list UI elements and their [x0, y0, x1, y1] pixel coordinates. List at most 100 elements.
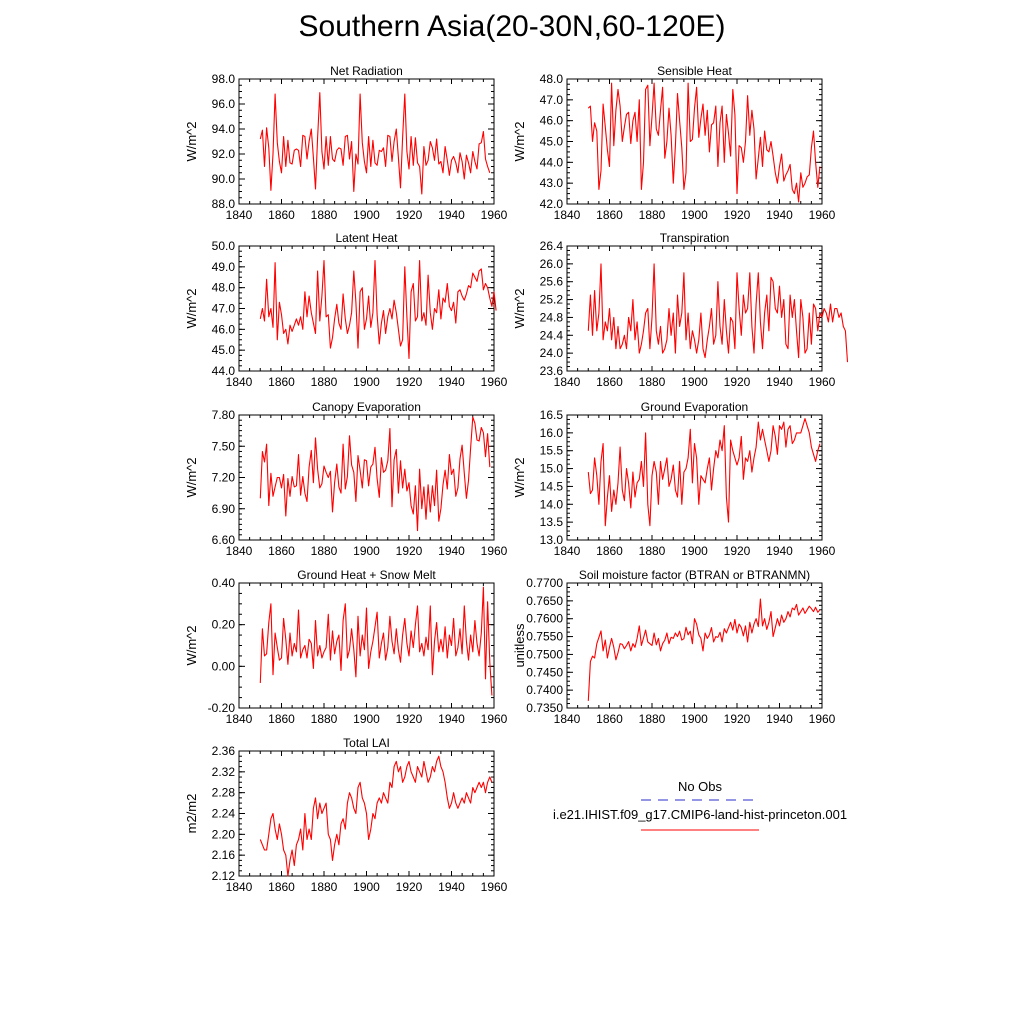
- x-tick-label: 1940: [438, 375, 465, 389]
- x-tick-label: 1960: [481, 375, 508, 389]
- y-tick-label: 96.0: [212, 97, 236, 111]
- series-line: [259, 755, 493, 877]
- x-tick-label: 1920: [396, 375, 423, 389]
- y-tick-label: 14.5: [540, 479, 564, 493]
- panel-5: Canopy Evaporation 1840 1860 1880 1900 1920 19…: [184, 400, 508, 558]
- series-line: [587, 418, 821, 527]
- x-tick-label: 1920: [724, 208, 751, 222]
- x-tick-label: 1920: [396, 544, 423, 558]
- y-tick-label: 0.7450: [526, 665, 563, 679]
- y-tick-label: 2.28: [212, 786, 236, 800]
- y-tick-label: 46.0: [212, 322, 236, 336]
- x-tick-label: 1860: [268, 375, 295, 389]
- y-tick-label: 44.0: [540, 155, 564, 169]
- x-tick-label: 1960: [481, 712, 508, 726]
- panel-title: Ground Heat + Snow Melt: [297, 568, 436, 582]
- y-tick-label: 48.0: [212, 281, 236, 295]
- y-tick-label: 2.32: [212, 765, 236, 779]
- x-tick-label: 1940: [766, 208, 793, 222]
- y-tick-label: 45.0: [540, 135, 564, 149]
- y-tick-label: 44.0: [212, 364, 236, 378]
- y-tick-label: 25.6: [540, 275, 564, 289]
- y-axis-label: W/m^2: [184, 288, 199, 328]
- panel-title: Sensible Heat: [657, 64, 732, 78]
- y-tick-label: 0.7600: [526, 612, 563, 626]
- y-tick-label: 14.0: [540, 497, 564, 511]
- x-tick-label: 1840: [226, 208, 253, 222]
- series-line: [259, 92, 491, 195]
- y-tick-label: 7.80: [212, 408, 236, 422]
- panel-7: Ground Heat + Snow Melt 1840 1860 1880 1900 1…: [184, 568, 508, 726]
- x-tick-label: 1900: [353, 880, 380, 894]
- y-tick-label: 0.7650: [526, 594, 563, 608]
- panel-9: Total LAI 1840 1860 1880 1900 1920 1940 1960 2.1…: [184, 736, 508, 894]
- y-axis-label: W/m^2: [184, 625, 199, 665]
- y-tick-label: 94.0: [212, 122, 236, 136]
- x-tick-label: 1860: [268, 544, 295, 558]
- legend-obs-label: No Obs: [677, 779, 723, 794]
- y-tick-label: 25.2: [540, 293, 564, 307]
- x-tick-label: 1880: [639, 544, 666, 558]
- x-tick-label: 1880: [639, 712, 666, 726]
- y-tick-label: 24.0: [540, 346, 564, 360]
- y-tick-label: 26.0: [540, 257, 564, 271]
- x-tick-label: 1900: [353, 544, 380, 558]
- plot-frame: [566, 78, 823, 205]
- x-tick-label: 1880: [311, 208, 338, 222]
- y-tick-label: 6.90: [212, 502, 236, 516]
- x-tick-label: 1920: [396, 880, 423, 894]
- y-tick-label: 0.00: [212, 659, 236, 673]
- x-tick-label: 1880: [311, 880, 338, 894]
- y-tick-label: 0.7400: [526, 683, 563, 697]
- y-tick-label: 0.7550: [526, 630, 563, 644]
- x-tick-label: 1900: [353, 208, 380, 222]
- y-tick-label: 50.0: [212, 239, 236, 253]
- y-tick-label: 13.5: [540, 515, 564, 529]
- x-tick-label: 1880: [639, 208, 666, 222]
- x-tick-label: 1900: [681, 208, 708, 222]
- x-tick-label: 1840: [554, 544, 581, 558]
- x-tick-label: 1920: [724, 544, 751, 558]
- series-line: [259, 586, 493, 696]
- y-tick-label: 48.0: [540, 72, 564, 86]
- y-tick-label: 2.36: [212, 744, 236, 758]
- x-tick-label: 1960: [809, 375, 836, 389]
- x-tick-label: 1860: [596, 544, 623, 558]
- x-tick-label: 1940: [438, 880, 465, 894]
- x-tick-label: 1880: [311, 375, 338, 389]
- y-tick-label: 47.0: [212, 302, 236, 316]
- y-tick-label: 0.40: [212, 576, 236, 590]
- y-tick-label: 2.20: [212, 827, 236, 841]
- panel-title: Ground Evaporation: [641, 400, 748, 414]
- x-tick-label: 1940: [766, 712, 793, 726]
- panel-title: Latent Heat: [335, 231, 398, 245]
- x-tick-label: 1840: [226, 375, 253, 389]
- x-tick-label: 1920: [396, 712, 423, 726]
- x-tick-label: 1940: [438, 712, 465, 726]
- y-tick-label: 16.5: [540, 408, 564, 422]
- panel-2: Sensible Heat 1840 1860 1880 1900 1920 1940 196…: [512, 64, 836, 222]
- y-tick-label: 23.6: [540, 364, 564, 378]
- page-title: Southern Asia(20-30N,60-120E): [298, 10, 726, 43]
- series-line: [587, 263, 849, 363]
- x-tick-label: 1960: [481, 544, 508, 558]
- y-tick-label: 43.0: [540, 176, 564, 190]
- plot-frame: [238, 245, 495, 372]
- y-tick-label: 88.0: [212, 197, 236, 211]
- x-tick-label: 1880: [639, 375, 666, 389]
- panel-3: Latent Heat 1840 1860 1880 1900 1920 1940 1960 4…: [184, 231, 508, 389]
- y-tick-label: 2.12: [212, 869, 236, 883]
- panel-title: Soil moisture factor (BTRAN or BTRANMN): [579, 568, 810, 582]
- series-line: [587, 82, 821, 203]
- x-tick-label: 1960: [481, 880, 508, 894]
- y-axis-label: m2/m2: [184, 794, 199, 834]
- x-tick-label: 1960: [809, 544, 836, 558]
- x-tick-label: 1860: [596, 208, 623, 222]
- x-tick-label: 1900: [681, 544, 708, 558]
- panel-1: Net Radiation 1840 1860 1880 1900 1920 1940 196…: [184, 64, 508, 222]
- y-tick-label: 16.0: [540, 426, 564, 440]
- panel-title: Total LAI: [343, 736, 390, 750]
- x-tick-label: 1840: [554, 208, 581, 222]
- y-tick-label: 7.50: [212, 439, 236, 453]
- panel-title: Canopy Evaporation: [312, 400, 421, 414]
